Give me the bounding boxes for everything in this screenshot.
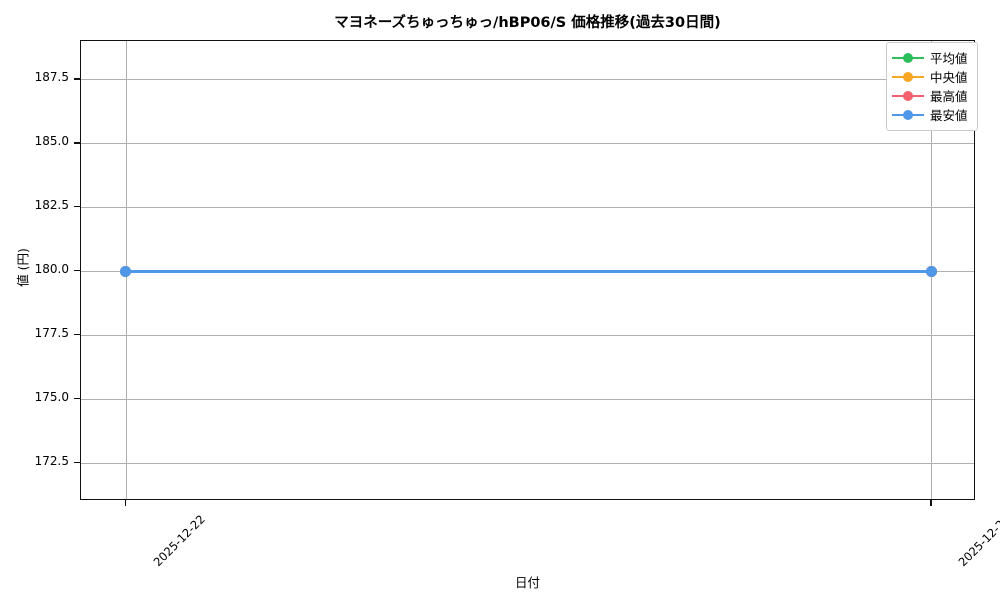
legend-item-3[interactable]: 最安値: [892, 105, 971, 124]
legend-line-marker-icon: [892, 108, 924, 122]
legend-line-marker-icon: [892, 51, 924, 65]
y-gridline: [81, 334, 974, 336]
legend-line-marker-icon: [892, 70, 924, 84]
chart-title: マヨネーズちゅっちゅっ/hBP06/S 価格推移(過去30日間): [334, 15, 721, 31]
series-data-point[interactable]: [120, 265, 132, 277]
series-line-segment: [125, 269, 932, 273]
x-tick-mark: [124, 500, 127, 506]
series-layer: [81, 41, 974, 499]
y-tick-label: 187.5: [34, 70, 69, 85]
series-data-point[interactable]: [925, 265, 937, 277]
y-tick-mark: [74, 397, 80, 400]
chart-legend[interactable]: 平均値中央値最高値最安値: [886, 42, 978, 131]
legend-line-marker-icon: [892, 89, 924, 103]
y-tick-mark: [74, 142, 80, 144]
x-tick-mark: [930, 500, 932, 506]
y-tick-mark: [74, 270, 80, 272]
y-tick-mark: [74, 461, 80, 463]
legend-item-label: 中央値: [930, 70, 968, 85]
y-gridline: [81, 207, 974, 209]
y-gridline: [81, 79, 974, 81]
y-tick-mark: [74, 206, 80, 208]
legend-item-1[interactable]: 中央値: [892, 67, 971, 86]
legend-item-label: 最安値: [930, 108, 968, 123]
y-tick-label: 175.0: [34, 389, 69, 404]
y-tick-label: 172.5: [34, 453, 69, 468]
legend-item-0[interactable]: 平均値: [892, 48, 971, 67]
y-tick-mark: [74, 78, 80, 80]
x-tick-label: 2025-12-23: [955, 512, 1000, 570]
y-gridline: [81, 398, 974, 400]
y-axis-title: 値 (円): [15, 248, 31, 287]
y-tick-label: 185.0: [34, 134, 69, 149]
x-axis-title: 日付: [514, 575, 540, 590]
y-tick-label: 182.5: [34, 198, 69, 213]
y-tick-label: 177.5: [34, 325, 69, 340]
x-tick-label: 2025-12-22: [150, 512, 208, 570]
plot-area: [80, 40, 975, 500]
legend-item-label: 平均値: [930, 51, 968, 66]
legend-item-2[interactable]: 最高値: [892, 86, 971, 105]
y-tick-mark: [74, 333, 80, 336]
y-tick-label: 180.0: [34, 262, 69, 276]
y-gridline: [81, 462, 974, 464]
legend-item-label: 最高値: [930, 89, 968, 104]
y-gridline: [81, 143, 974, 145]
